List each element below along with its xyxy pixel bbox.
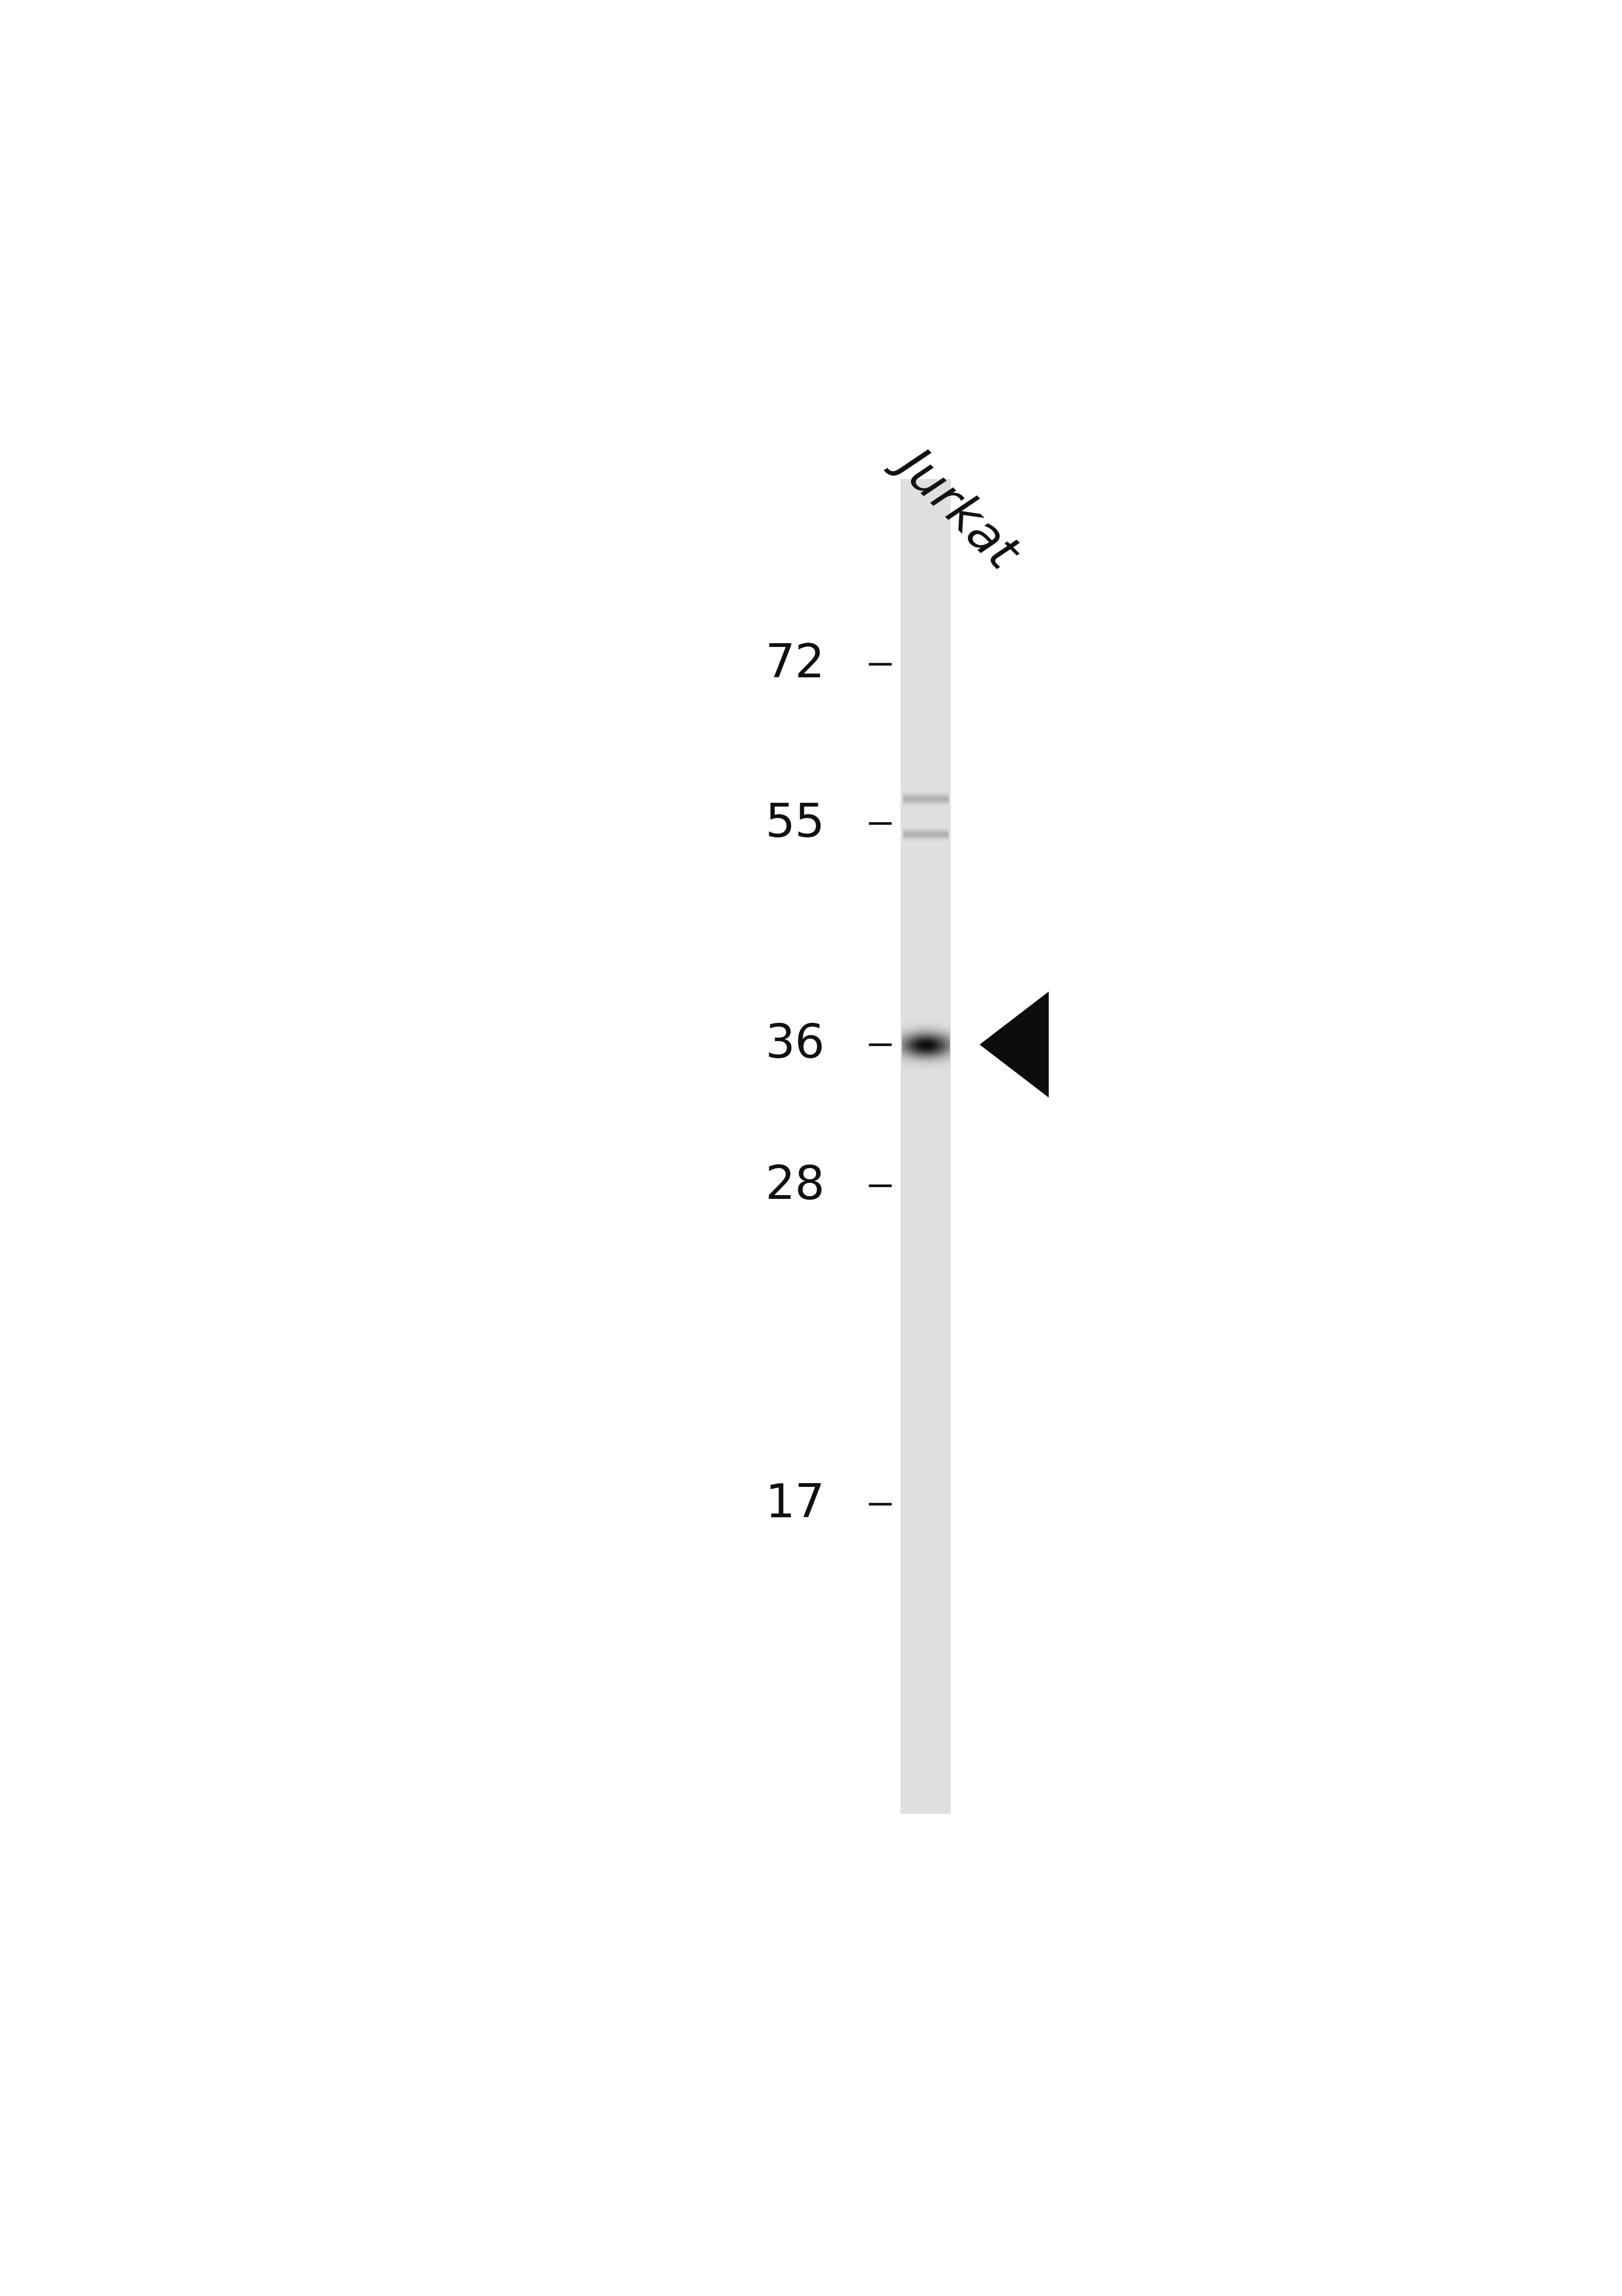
Text: 36: 36 — [766, 1022, 826, 1068]
Text: 55: 55 — [766, 801, 826, 847]
Text: 28: 28 — [766, 1164, 826, 1208]
Text: 72: 72 — [766, 643, 826, 687]
Bar — [900, 480, 950, 1814]
Text: 17: 17 — [766, 1481, 826, 1527]
Polygon shape — [980, 992, 1049, 1097]
Text: Jurkat: Jurkat — [892, 436, 1028, 574]
